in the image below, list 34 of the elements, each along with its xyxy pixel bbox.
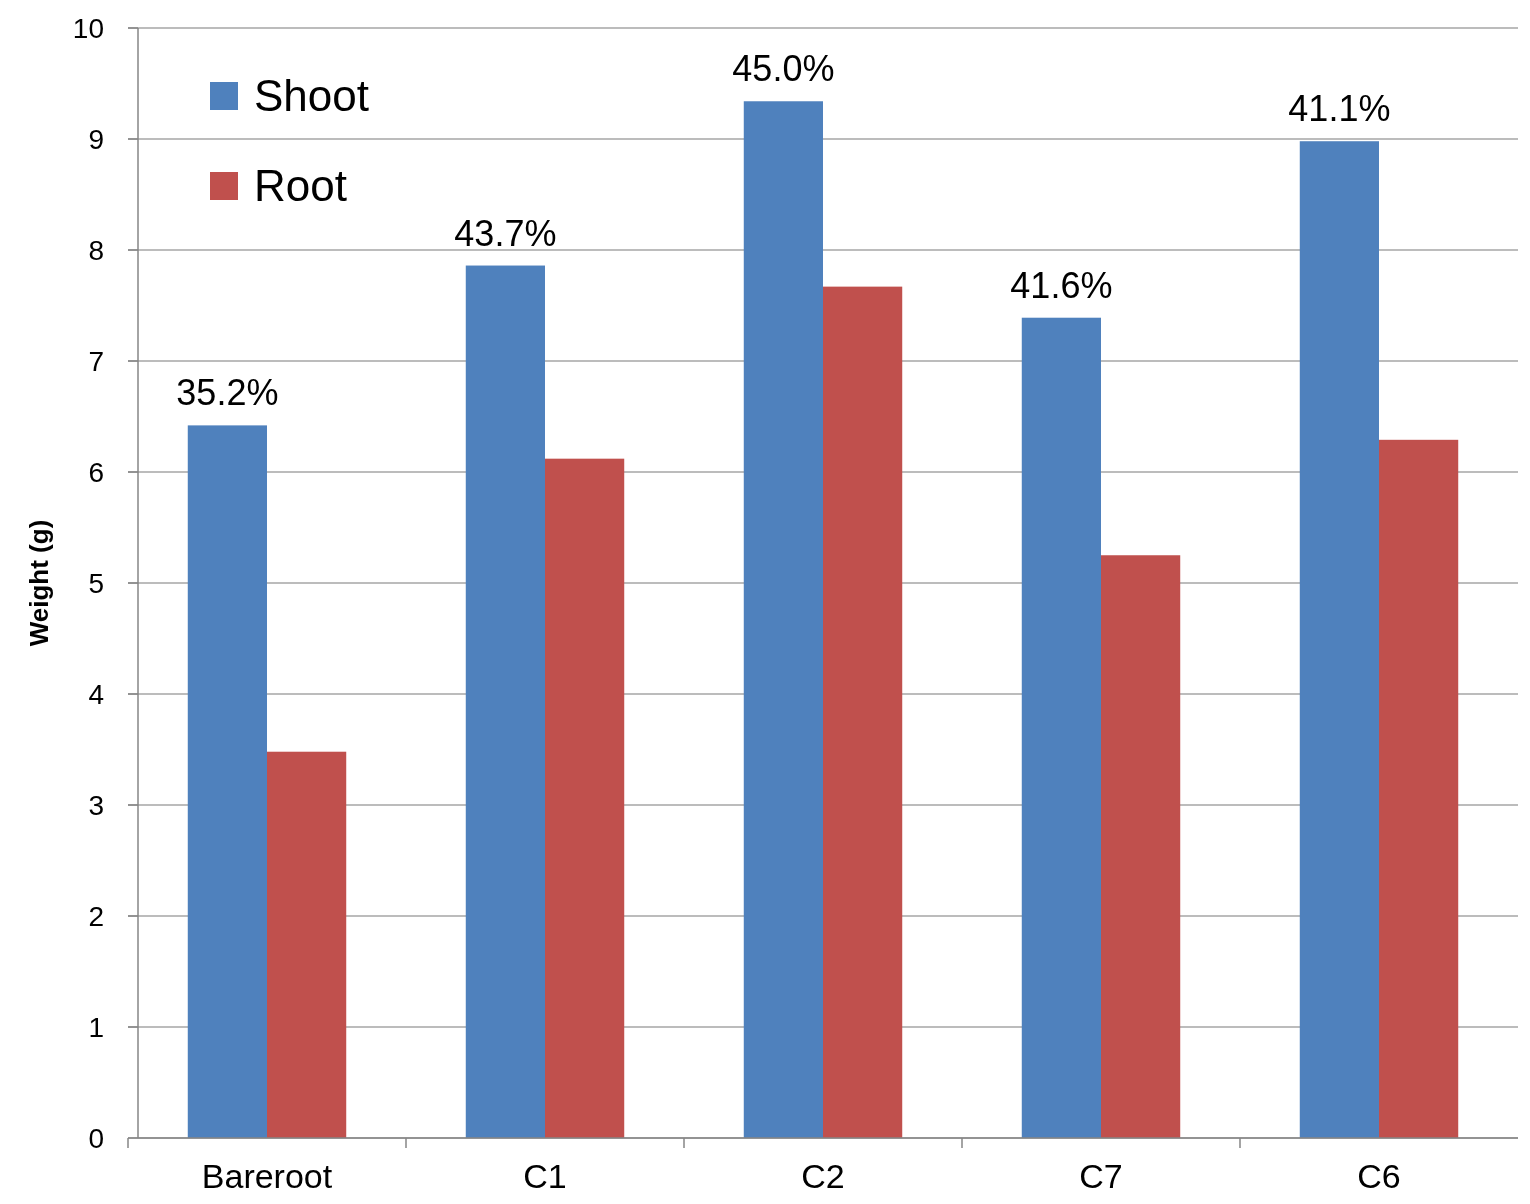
y-tick-label: 10	[72, 12, 104, 44]
y-tick-label: 2	[88, 900, 104, 932]
y-tick-label: 8	[88, 234, 104, 266]
legend-label: Shoot	[254, 71, 369, 121]
bar	[465, 265, 545, 1138]
x-tick-label: C2	[801, 1157, 845, 1195]
annotation: 43.7%	[454, 212, 557, 254]
bar	[743, 101, 823, 1138]
legend-label: Root	[254, 161, 347, 211]
y-tick-label: 9	[88, 123, 104, 155]
y-tick-label: 6	[88, 456, 104, 488]
bar	[1299, 141, 1379, 1138]
bar	[1379, 439, 1459, 1138]
bar	[1021, 317, 1101, 1138]
y-tick-label: 7	[88, 345, 104, 377]
bar	[545, 458, 625, 1138]
bar	[1101, 555, 1181, 1138]
annotation: 41.6%	[1010, 264, 1113, 306]
bar	[823, 286, 903, 1138]
annotation: 45.0%	[732, 48, 835, 90]
bar	[267, 751, 347, 1138]
x-tick-label: C6	[1357, 1157, 1401, 1195]
y-tick-label: 3	[88, 789, 104, 821]
x-tick-label: C1	[523, 1157, 567, 1195]
annotation: 41.1%	[1288, 88, 1391, 130]
y-axis-title: Weight (g)	[24, 519, 54, 647]
x-tick-label: C7	[1079, 1157, 1123, 1195]
y-tick-label: 5	[88, 567, 104, 599]
annotation: 35.2%	[176, 372, 279, 414]
y-tick-label: 4	[88, 678, 104, 710]
bar	[187, 425, 267, 1138]
x-tick-label: Bareroot	[201, 1157, 333, 1195]
y-tick-label: 1	[88, 1011, 104, 1043]
y-tick-label: 0	[88, 1122, 104, 1154]
